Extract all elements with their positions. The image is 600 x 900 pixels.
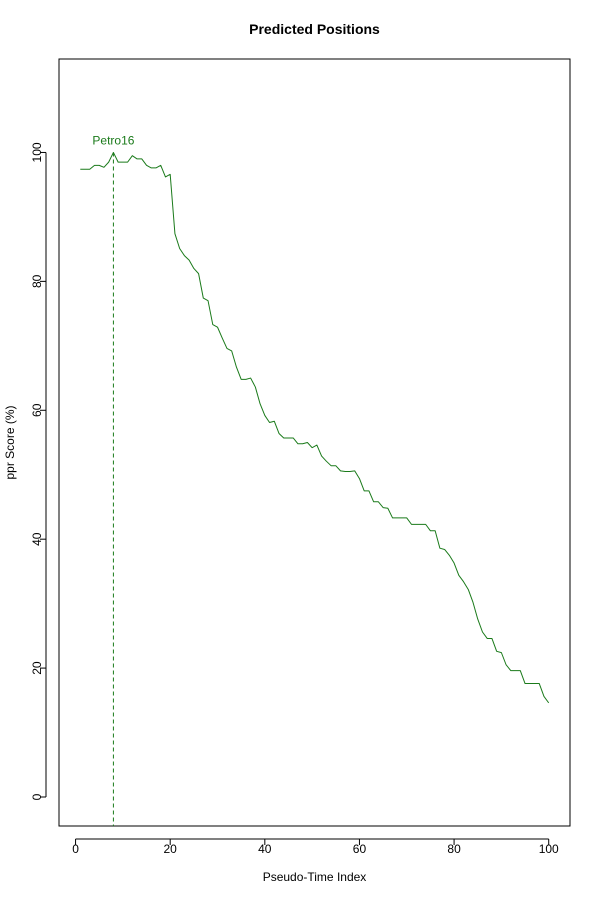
y-axis-label: ppr Score (%) <box>3 405 17 479</box>
x-tick-label: 100 <box>539 842 559 856</box>
x-tick-label: 20 <box>164 842 178 856</box>
x-tick-label: 40 <box>258 842 272 856</box>
y-tick-label: 20 <box>30 661 44 675</box>
x-tick-label: 80 <box>447 842 461 856</box>
x-tick-label: 60 <box>353 842 367 856</box>
y-tick-label: 100 <box>30 142 44 162</box>
y-tick-label: 40 <box>30 532 44 546</box>
x-tick-label: 0 <box>72 842 79 856</box>
y-tick-label: 0 <box>30 793 44 800</box>
x-axis-label: Pseudo-Time Index <box>263 870 367 884</box>
y-tick-label: 80 <box>30 274 44 288</box>
annotation-label: Petro16 <box>92 133 134 147</box>
y-tick-label: 60 <box>30 403 44 417</box>
chart-title: Predicted Positions <box>249 21 380 37</box>
